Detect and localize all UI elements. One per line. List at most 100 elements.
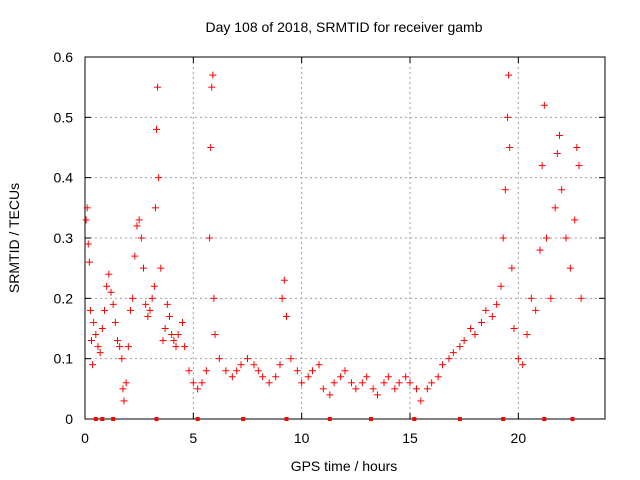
- data-point: [330, 379, 338, 387]
- data-point: [118, 355, 126, 363]
- data-point: [172, 343, 180, 351]
- data-point: [92, 331, 100, 339]
- x-tick-label: 15: [402, 430, 418, 446]
- data-point: [170, 337, 178, 345]
- data-point: [120, 397, 128, 405]
- chart-title: Day 108 of 2018, SRMTID for receiver gam…: [205, 19, 482, 35]
- data-point: [501, 186, 509, 194]
- data-point: [206, 234, 214, 242]
- data-point: [144, 312, 152, 320]
- data-point: [207, 144, 215, 151]
- data-point: [499, 234, 507, 242]
- data-point: [127, 306, 134, 314]
- data-point: [309, 367, 316, 375]
- data-points: [82, 71, 585, 405]
- data-point: [129, 294, 137, 302]
- data-point: [369, 385, 377, 393]
- data-point: [488, 312, 496, 320]
- data-point: [352, 385, 360, 393]
- data-point: [237, 361, 245, 369]
- data-point: [168, 331, 176, 339]
- data-point: [538, 162, 546, 170]
- data-point: [133, 222, 141, 230]
- data-point: [98, 325, 106, 332]
- data-point: [391, 385, 399, 393]
- axis-marker: [570, 417, 575, 421]
- data-point: [210, 294, 218, 302]
- data-point: [174, 331, 182, 339]
- bottom-markers: [93, 417, 575, 421]
- axis-marker: [154, 417, 159, 421]
- data-point: [137, 234, 145, 242]
- data-point: [111, 318, 119, 326]
- data-point: [374, 391, 381, 399]
- data-point: [135, 216, 143, 224]
- data-point: [417, 397, 425, 405]
- data-point: [562, 234, 570, 242]
- data-point: [471, 331, 479, 339]
- data-point: [198, 379, 206, 387]
- data-point: [202, 367, 210, 375]
- data-point: [315, 361, 323, 369]
- data-point: [140, 264, 147, 272]
- data-point: [478, 318, 485, 326]
- data-point: [337, 373, 345, 381]
- data-point: [553, 150, 561, 158]
- data-point: [103, 282, 111, 290]
- data-point: [547, 294, 555, 302]
- axis-marker: [111, 417, 116, 421]
- data-point: [276, 361, 284, 369]
- data-point: [161, 325, 169, 332]
- data-point: [163, 300, 171, 308]
- data-point: [185, 367, 193, 375]
- data-point: [88, 337, 95, 345]
- data-point: [148, 294, 156, 302]
- data-point: [293, 367, 301, 375]
- data-point: [363, 373, 371, 381]
- axis-marker: [457, 417, 462, 421]
- data-point: [456, 343, 464, 351]
- data-point: [439, 361, 446, 369]
- data-point: [114, 337, 121, 345]
- data-point: [566, 264, 574, 272]
- data-point: [194, 385, 202, 393]
- data-point: [514, 355, 522, 363]
- data-point: [181, 343, 189, 351]
- data-point: [124, 343, 132, 351]
- data-point: [189, 379, 197, 387]
- data-point: [341, 367, 349, 375]
- data-point: [326, 391, 334, 399]
- data-point: [211, 331, 219, 339]
- data-point: [510, 325, 518, 332]
- data-point: [272, 373, 280, 381]
- data-point: [142, 300, 150, 308]
- data-point: [228, 373, 236, 381]
- data-point: [84, 240, 92, 248]
- data-point: [449, 349, 457, 357]
- data-point: [250, 361, 258, 369]
- data-point: [159, 337, 167, 345]
- y-tick-label: 0.4: [54, 170, 74, 186]
- data-point: [497, 282, 505, 290]
- data-point: [413, 385, 420, 393]
- grid-lines: [85, 57, 605, 419]
- data-point: [151, 204, 159, 212]
- data-point: [556, 131, 563, 139]
- x-tick-label: 5: [189, 430, 197, 446]
- data-point: [244, 355, 251, 363]
- data-point: [287, 355, 295, 363]
- data-point: [96, 349, 104, 357]
- data-point: [482, 306, 490, 314]
- y-axis-label: SRMTID / TECUs: [6, 183, 22, 293]
- data-point: [119, 385, 127, 393]
- data-point: [384, 373, 392, 381]
- x-tick-label: 20: [511, 430, 527, 446]
- data-point: [122, 379, 130, 387]
- data-point: [278, 294, 286, 302]
- data-point: [527, 294, 535, 302]
- data-point: [254, 367, 262, 375]
- y-tick-label: 0.2: [54, 290, 74, 306]
- axis-marker: [542, 417, 547, 421]
- data-point: [493, 300, 501, 308]
- y-tick-label: 0.3: [54, 230, 74, 246]
